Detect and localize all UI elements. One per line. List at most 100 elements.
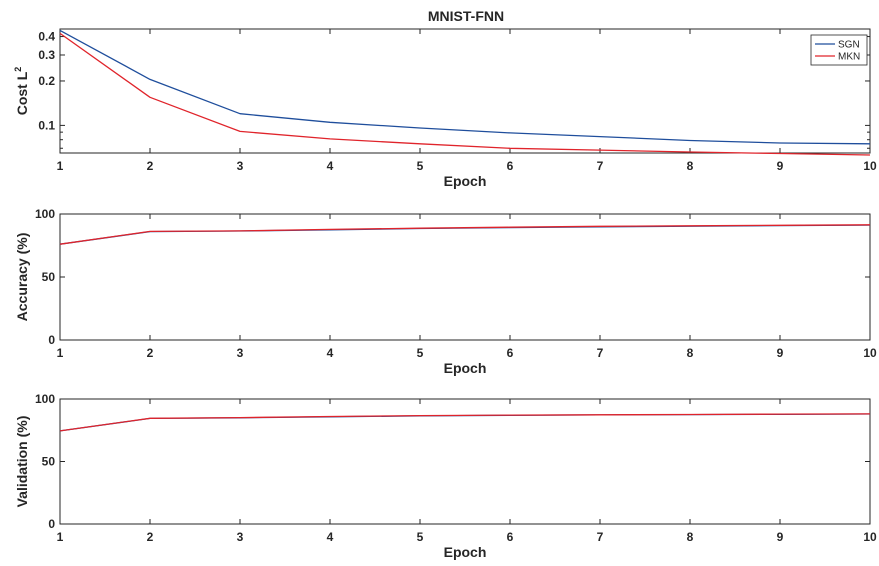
validation-xtick-label: 10 bbox=[863, 530, 877, 544]
accuracy-series-mkn-point bbox=[509, 226, 512, 229]
cost-ylabel-superscript: 2 bbox=[13, 67, 23, 72]
accuracy-xtick-label: 4 bbox=[327, 346, 334, 360]
validation-xtick-label: 5 bbox=[417, 530, 424, 544]
cost-series-mkn-line bbox=[59, 32, 871, 156]
accuracy-xtick-label: 1 bbox=[57, 346, 64, 360]
cost-xtick-label: 9 bbox=[777, 159, 784, 173]
validation-ylabel: Validation (%) bbox=[14, 416, 30, 508]
validation-xtick-label: 6 bbox=[507, 530, 514, 544]
cost-series-sgn-point bbox=[779, 141, 782, 144]
validation-series-mkn-point bbox=[689, 413, 692, 416]
accuracy-series-mkn-line bbox=[59, 224, 871, 245]
cost-ytick-label: 0.3 bbox=[38, 48, 55, 62]
accuracy-xlabel: Epoch bbox=[444, 360, 487, 376]
validation-series-mkn-point bbox=[599, 413, 602, 416]
accuracy-series-mkn-point bbox=[779, 224, 782, 227]
accuracy-xtick-label: 9 bbox=[777, 346, 784, 360]
accuracy-xtick-label: 5 bbox=[417, 346, 424, 360]
cost-ytick-label: 0.4 bbox=[38, 30, 55, 44]
accuracy-xtick-label: 6 bbox=[507, 346, 514, 360]
accuracy-xtick-label: 8 bbox=[687, 346, 694, 360]
validation-xtick-label: 9 bbox=[777, 530, 784, 544]
accuracy-xtick-label: 10 bbox=[863, 346, 877, 360]
validation-series-mkn-point bbox=[329, 415, 332, 418]
accuracy-series-mkn-point bbox=[329, 228, 332, 231]
cost-series-sgn-point bbox=[599, 135, 602, 138]
cost-xtick-label: 10 bbox=[863, 159, 877, 173]
cost-series-mkn-point bbox=[329, 137, 332, 140]
validation-series-mkn-line bbox=[59, 413, 871, 432]
cost-ylabel-text: Cost L bbox=[14, 71, 30, 115]
accuracy-series-mkn-point bbox=[59, 243, 62, 246]
cost-xtick-label: 3 bbox=[237, 159, 244, 173]
cost-series-mkn-point bbox=[779, 152, 782, 155]
accuracy-ytick-label: 0 bbox=[48, 333, 55, 347]
cost-series-sgn-point bbox=[869, 142, 872, 145]
accuracy-ytick-label: 50 bbox=[42, 270, 56, 284]
legend-box bbox=[810, 34, 868, 66]
cost-series-mkn-point bbox=[599, 149, 602, 152]
validation-ytick-label: 50 bbox=[42, 455, 56, 469]
cost-series-mkn-point bbox=[689, 151, 692, 154]
validation-series-sgn-line bbox=[59, 413, 871, 432]
cost-series-sgn-point bbox=[509, 131, 512, 134]
cost-ytick-label: 0.1 bbox=[38, 118, 55, 132]
validation-xtick-label: 7 bbox=[597, 530, 604, 544]
accuracy-series-mkn-point bbox=[239, 229, 242, 232]
figure-title: MNIST-FNN bbox=[428, 8, 504, 24]
cost-xtick-label: 4 bbox=[327, 159, 334, 173]
cost-ytick-label: 0.2 bbox=[38, 74, 55, 88]
validation-series-mkn-point bbox=[509, 414, 512, 417]
cost-xtick-label: 7 bbox=[597, 159, 604, 173]
cost-series-sgn-point bbox=[149, 78, 152, 81]
validation-series-mkn-point bbox=[419, 414, 422, 417]
cost-series-sgn-line bbox=[59, 29, 871, 145]
accuracy-xtick-label: 3 bbox=[237, 346, 244, 360]
validation-xtick-label: 3 bbox=[237, 530, 244, 544]
accuracy-ytick-label: 100 bbox=[35, 207, 55, 221]
accuracy-xtick-label: 2 bbox=[147, 346, 154, 360]
legend-label-mkn: MKN bbox=[838, 52, 860, 63]
validation-xtick-label: 1 bbox=[57, 530, 64, 544]
validation-series-mkn-point bbox=[149, 417, 152, 420]
cost-xtick-label: 1 bbox=[57, 159, 64, 173]
cost-xtick-label: 5 bbox=[417, 159, 424, 173]
validation-series-mkn-point bbox=[59, 429, 62, 432]
cost-ylabel: Cost L2 bbox=[13, 67, 30, 116]
cost-series-mkn-point bbox=[869, 154, 872, 157]
cost-xtick-label: 2 bbox=[147, 159, 154, 173]
cost-axes-box bbox=[59, 28, 871, 154]
validation-series-mkn-point bbox=[779, 413, 782, 416]
validation-xlabel: Epoch bbox=[444, 544, 487, 560]
accuracy-series-mkn-point bbox=[869, 223, 872, 226]
cost-series-sgn-point bbox=[239, 112, 242, 115]
accuracy-axes-box bbox=[59, 213, 871, 341]
cost-series-mkn-point bbox=[149, 96, 152, 99]
cost-series-sgn-point bbox=[59, 29, 62, 32]
accuracy-xtick-label: 7 bbox=[597, 346, 604, 360]
cost-xtick-label: 8 bbox=[687, 159, 694, 173]
validation-series-mkn-point bbox=[869, 412, 872, 415]
accuracy-series-mkn-point bbox=[419, 227, 422, 230]
validation-xtick-label: 8 bbox=[687, 530, 694, 544]
validation-xtick-label: 4 bbox=[327, 530, 334, 544]
cost-series-mkn-point bbox=[509, 147, 512, 150]
cost-series-mkn-point bbox=[59, 32, 62, 35]
cost-series-mkn-point bbox=[419, 142, 422, 145]
cost-xlabel: Epoch bbox=[444, 173, 487, 189]
cost-series-sgn-point bbox=[329, 121, 332, 124]
validation-xtick-label: 2 bbox=[147, 530, 154, 544]
accuracy-series-mkn-point bbox=[149, 230, 152, 233]
validation-series-mkn-point bbox=[239, 416, 242, 419]
accuracy-series-mkn-point bbox=[599, 225, 602, 228]
cost-series-sgn-point bbox=[689, 139, 692, 142]
legend-label-sgn: SGN bbox=[838, 40, 860, 51]
accuracy-series-mkn-point bbox=[689, 224, 692, 227]
cost-series-mkn-point bbox=[239, 130, 242, 133]
